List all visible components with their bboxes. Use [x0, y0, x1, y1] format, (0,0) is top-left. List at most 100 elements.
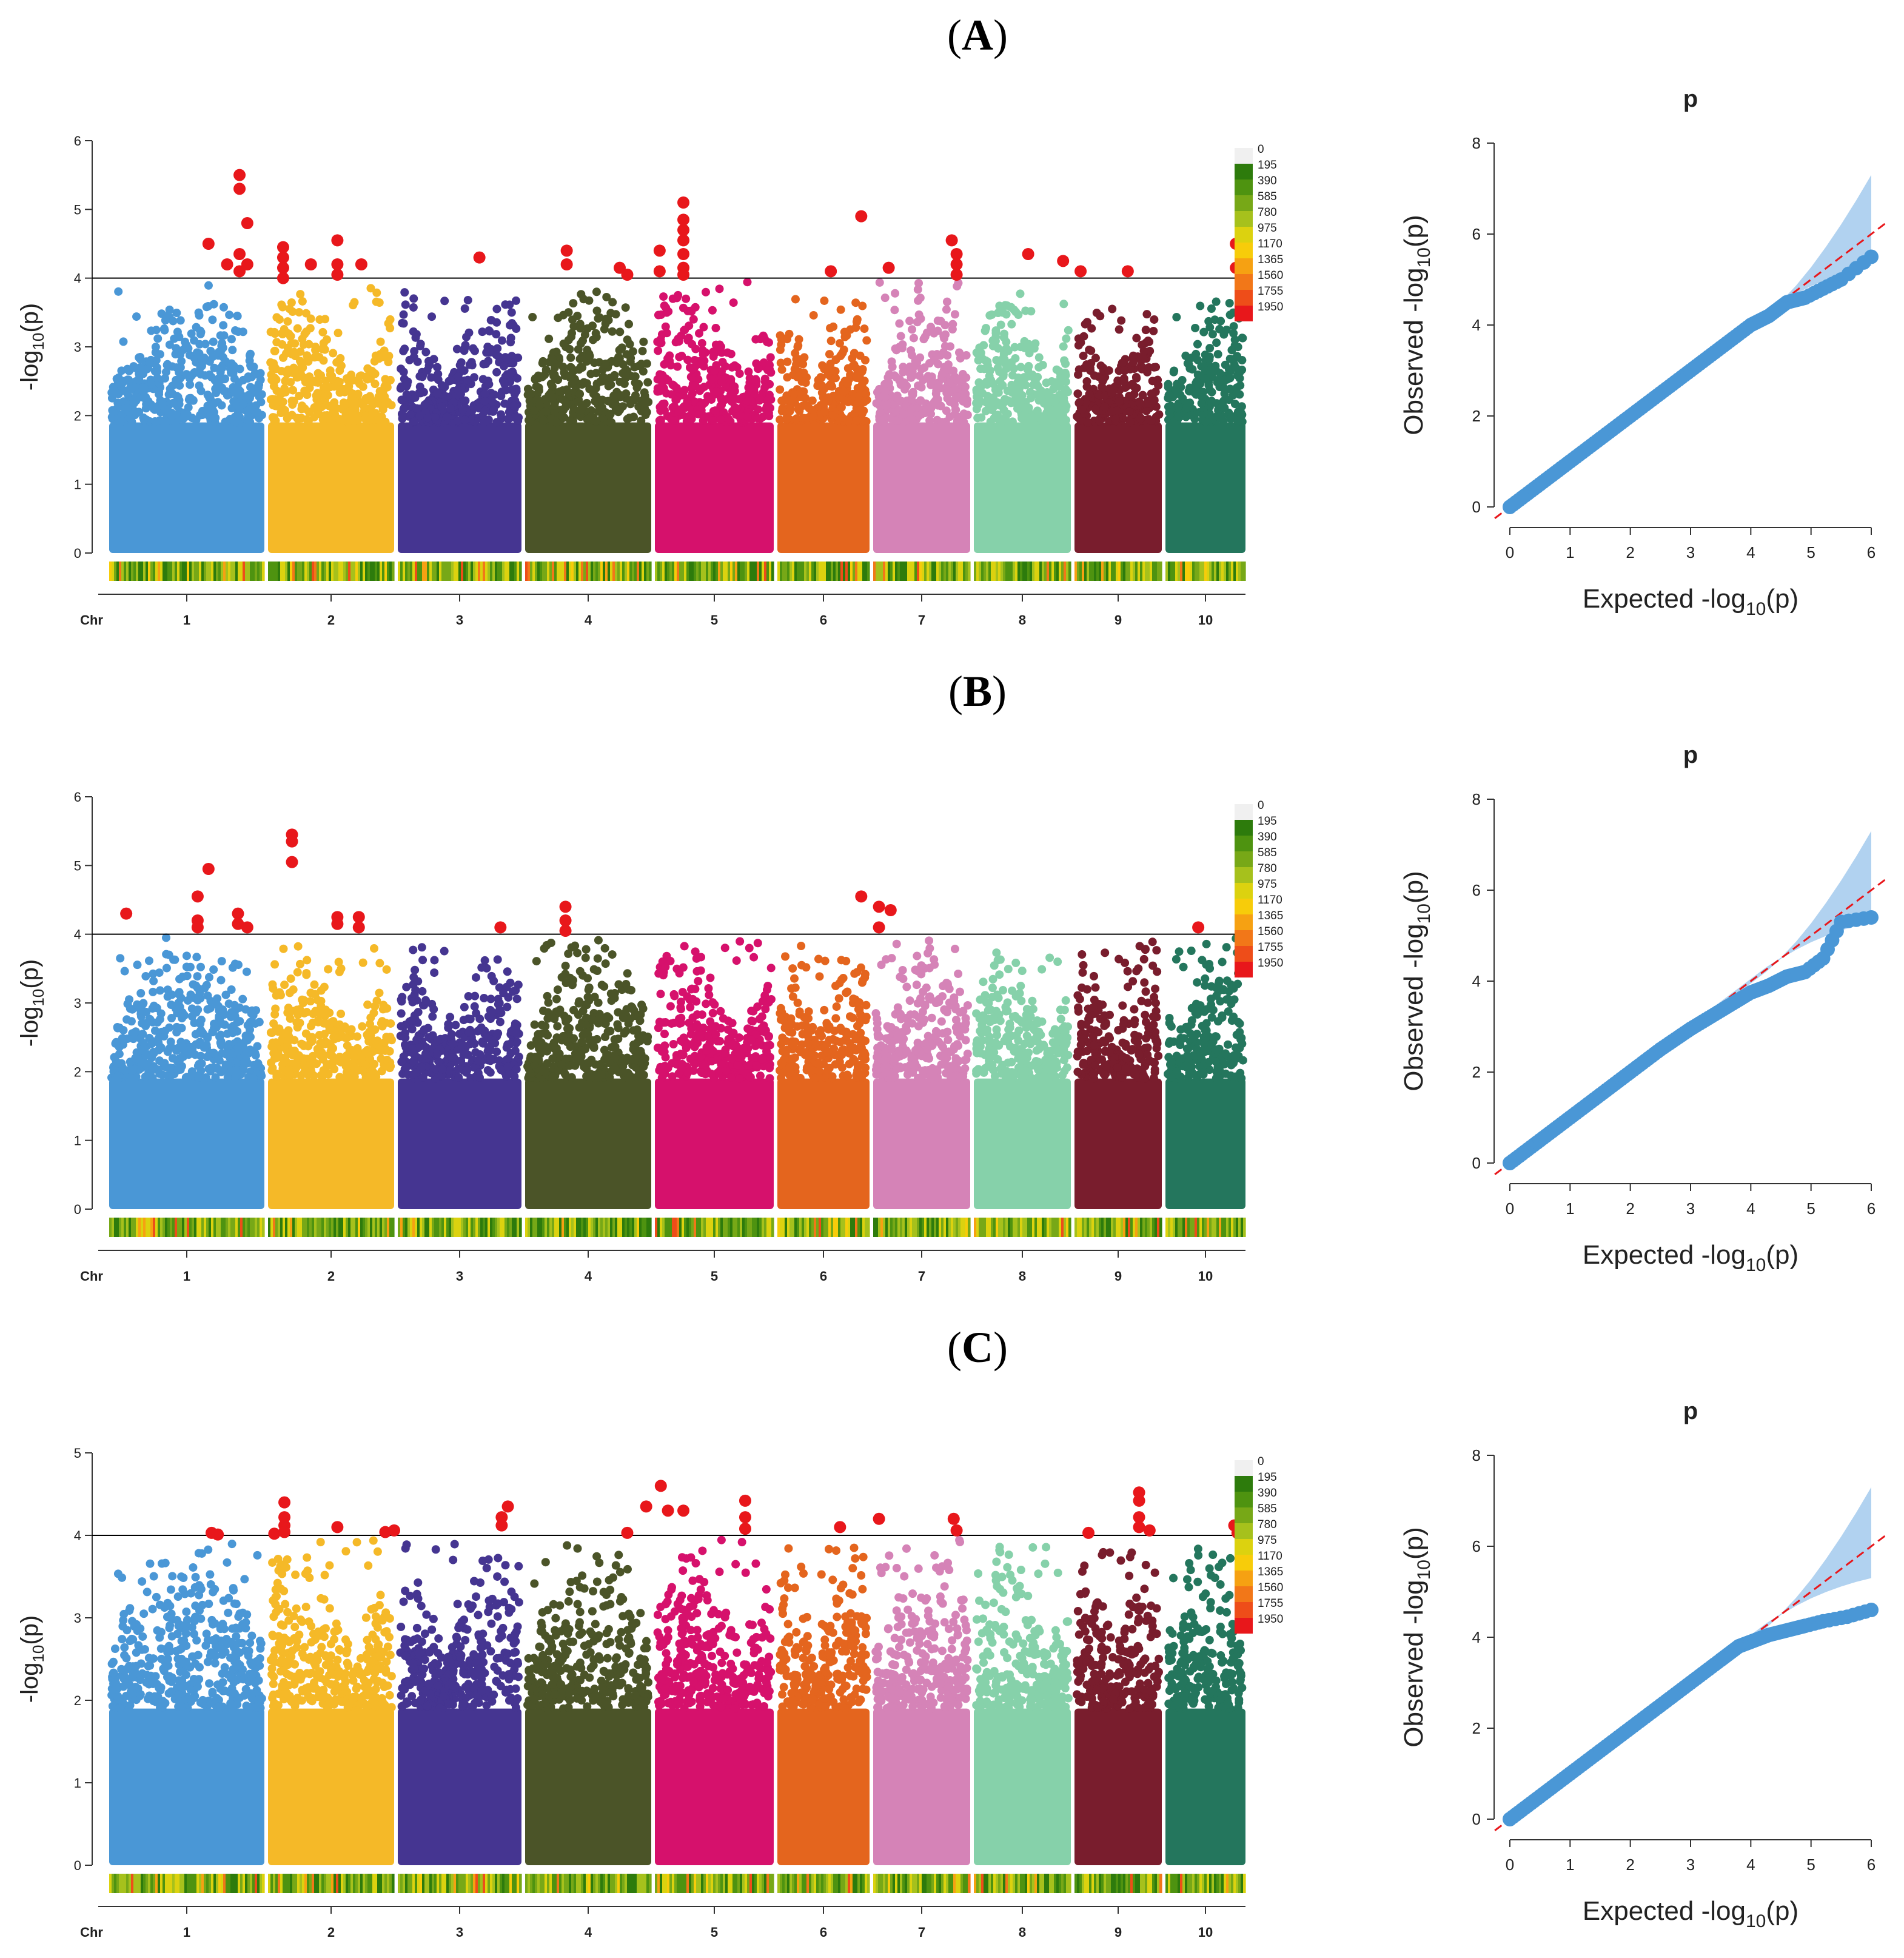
snp-point	[337, 361, 346, 370]
snp-point	[953, 375, 962, 384]
snp-point	[831, 355, 840, 364]
density-cell	[860, 562, 863, 581]
significant-snp-point	[677, 248, 690, 260]
chromosome-10-dense-band	[1165, 422, 1245, 553]
snp-point	[760, 383, 769, 392]
density-strip-chr-7	[873, 562, 971, 581]
density-cell	[398, 562, 401, 581]
snp-point	[135, 353, 144, 362]
snp-point	[202, 981, 211, 990]
density-cell	[384, 1218, 387, 1237]
snp-point	[313, 1045, 323, 1054]
snp-point	[278, 388, 287, 397]
significant-snp-point	[241, 258, 253, 270]
snp-point	[460, 1002, 469, 1011]
snp-point	[414, 1008, 423, 1017]
snp-point	[112, 1038, 121, 1047]
density-cell	[1042, 562, 1045, 581]
snp-point	[454, 1073, 463, 1082]
density-cell	[1037, 562, 1040, 581]
snp-point	[255, 1018, 264, 1027]
snp-point	[452, 344, 461, 354]
snp-point	[155, 387, 164, 396]
snp-point	[576, 339, 585, 348]
snp-point	[575, 389, 585, 398]
density-cell	[799, 562, 802, 581]
density-cell	[603, 562, 606, 581]
snp-point	[1128, 358, 1138, 367]
snp-point	[428, 1012, 437, 1021]
snp-point	[142, 1061, 151, 1070]
density-cell	[343, 562, 346, 581]
snp-point	[956, 354, 965, 363]
snp-point	[942, 305, 951, 314]
snp-point	[286, 1071, 295, 1080]
snp-point	[666, 361, 675, 370]
snp-point	[654, 346, 663, 355]
snp-point	[994, 357, 1003, 366]
snp-point	[794, 372, 803, 381]
snp-point	[326, 1051, 335, 1060]
snp-point	[337, 1009, 346, 1018]
snp-point	[484, 357, 493, 366]
snp-point	[298, 335, 307, 344]
snp-point	[244, 372, 253, 381]
snp-point	[417, 1062, 426, 1071]
density-cell	[1015, 562, 1018, 581]
density-cell	[530, 562, 533, 581]
snp-point	[121, 1066, 130, 1075]
snp-point	[707, 375, 716, 384]
qq-x-tick-label: 0	[1506, 543, 1514, 562]
density-cell	[1003, 562, 1006, 581]
snp-point	[475, 1014, 484, 1024]
density-cell	[158, 1218, 161, 1237]
density-cell	[974, 562, 977, 581]
snp-point	[231, 417, 240, 426]
snp-point	[243, 1036, 252, 1045]
density-cell	[941, 562, 944, 581]
snp-point	[492, 350, 501, 360]
snp-point	[303, 391, 312, 400]
snp-point	[883, 400, 892, 409]
density-cell	[129, 562, 132, 581]
snp-point	[386, 1062, 395, 1071]
snp-point	[792, 355, 801, 364]
density-cell	[1022, 562, 1025, 581]
density-cell	[192, 1218, 195, 1237]
snp-point	[734, 411, 743, 420]
density-cell	[895, 562, 898, 581]
snp-point	[1213, 350, 1222, 359]
snp-point	[384, 358, 393, 367]
snp-point	[338, 405, 347, 414]
snp-point	[297, 360, 306, 369]
density-cell	[312, 562, 315, 581]
density-cell	[986, 562, 989, 581]
snp-point	[353, 1032, 362, 1041]
snp-point	[173, 1065, 183, 1075]
snp-point	[454, 1064, 463, 1073]
snp-point	[642, 398, 651, 407]
density-cell	[713, 562, 716, 581]
chromosome-7-dense-band	[873, 422, 970, 553]
snp-point	[219, 386, 228, 395]
chromosome-3-dense-band	[398, 1078, 521, 1209]
density-cell	[228, 562, 231, 581]
density-cell	[192, 562, 195, 581]
snp-point	[843, 379, 852, 388]
density-cell	[233, 1218, 236, 1237]
density-cell	[126, 562, 129, 581]
snp-point	[306, 1022, 315, 1031]
snp-point	[434, 369, 443, 378]
snp-point	[317, 986, 326, 995]
significant-snp-point	[331, 234, 344, 247]
density-cell	[1125, 562, 1128, 581]
snp-point	[987, 310, 996, 320]
snp-point	[399, 310, 408, 319]
snp-point	[339, 398, 348, 407]
snp-point	[152, 356, 161, 365]
density-cell	[446, 562, 449, 581]
snp-point	[438, 1065, 447, 1074]
snp-point	[114, 287, 123, 296]
density-cell	[326, 1218, 329, 1237]
density-cell	[1082, 562, 1085, 581]
